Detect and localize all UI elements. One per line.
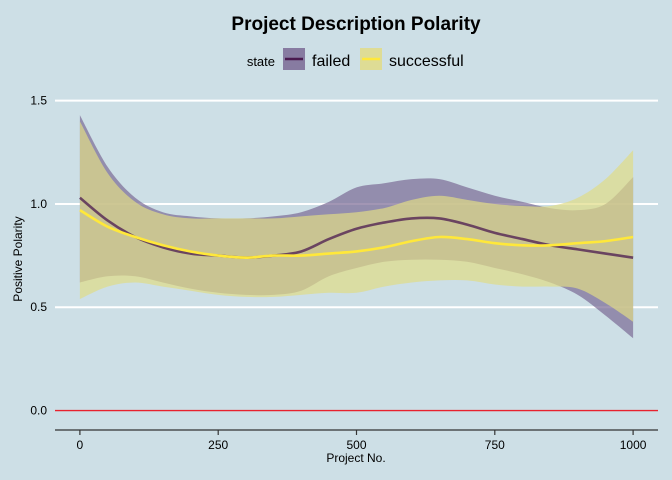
- chart-title: Project Description Polarity: [231, 14, 481, 35]
- y-tick-label: 0.5: [30, 300, 47, 314]
- y-tick-label: 1.0: [30, 197, 47, 211]
- confidence-bands: [79, 115, 634, 339]
- series-lines: [55, 196, 658, 412]
- legend-label-successful: successful: [389, 53, 464, 70]
- series-line-successful: [79, 209, 634, 259]
- series-line-failed: [79, 196, 634, 259]
- y-axis-title: Positive Polarity: [11, 216, 25, 301]
- x-tick-label: 1000: [620, 438, 647, 452]
- confidence-band-successful: [79, 121, 634, 322]
- legend-label-failed: failed: [312, 53, 350, 70]
- x-tick-label: 250: [208, 438, 228, 452]
- y-tick-label: 0.0: [30, 404, 47, 418]
- x-tick-label: 0: [77, 438, 84, 452]
- x-tick-label: 750: [485, 438, 505, 452]
- x-axis-title: Project No.: [326, 451, 385, 465]
- y-tick-label: 1.5: [30, 94, 47, 108]
- axes: 0.0 0.5 1.0 1.5 0 250 500 750 1000: [30, 94, 658, 452]
- x-tick-label: 500: [346, 438, 366, 452]
- legend: state failed successful: [247, 48, 464, 70]
- legend-title: state: [247, 54, 275, 69]
